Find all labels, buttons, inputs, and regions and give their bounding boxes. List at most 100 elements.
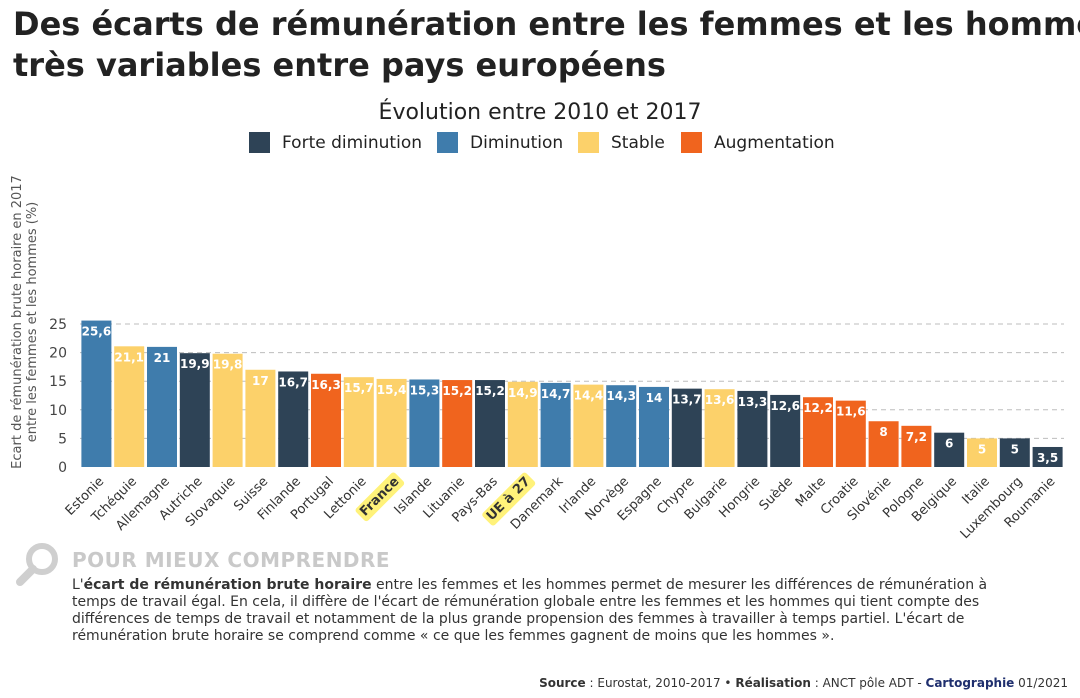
value-label-15: 14,7 xyxy=(541,387,571,401)
value-label-28: 5 xyxy=(978,442,986,456)
bar-20 xyxy=(704,389,735,467)
value-label-8: 16,3 xyxy=(311,378,341,392)
y-tick-label-10: 10 xyxy=(49,403,67,419)
bar-25 xyxy=(868,421,899,467)
explanation-text-start: L' xyxy=(72,577,84,593)
value-label-24: 11,6 xyxy=(836,405,866,419)
magnifier-icon xyxy=(16,543,58,586)
bar-chart: Évolution entre 2010 et 2017 Forte dimin… xyxy=(10,99,1064,542)
value-label-21: 13,3 xyxy=(738,395,768,409)
value-label-20: 13,6 xyxy=(705,393,735,407)
value-label-23: 12,2 xyxy=(803,401,833,415)
source-label: Source xyxy=(539,676,586,690)
y-tick-label-15: 15 xyxy=(49,374,67,390)
y-tick-label-5: 5 xyxy=(58,431,67,447)
legend-label-dim: Diminution xyxy=(470,133,563,153)
value-label-25: 8 xyxy=(879,425,887,439)
legend-label-forte: Forte diminution xyxy=(282,133,422,153)
y-tick-label-0: 0 xyxy=(58,460,67,476)
value-label-14: 14,9 xyxy=(508,386,538,400)
value-label-5: 19,8 xyxy=(213,358,243,372)
value-label-17: 14,3 xyxy=(606,389,636,403)
bar-value-labels: 25,621,1 21 19,9 19,8 17 16,7 16,3 15,7 15,4 15,3… xyxy=(82,325,1059,465)
bar-12 xyxy=(442,380,473,467)
value-label-4: 19,9 xyxy=(180,357,210,371)
bar-13 xyxy=(475,380,505,467)
bar-14 xyxy=(507,381,538,467)
value-label-22: 12,6 xyxy=(770,399,800,413)
value-label-26: 7,2 xyxy=(906,430,927,444)
source-text: : Eurostat, 2010-2017 • xyxy=(585,676,736,690)
chart-gridlines xyxy=(80,323,1064,439)
value-label-30: 3,5 xyxy=(1037,451,1058,465)
bar-24 xyxy=(835,400,866,467)
cartographie-label: Cartographie xyxy=(925,676,1015,690)
bar-21 xyxy=(737,390,768,467)
realisation-text: : ANCT pôle ADT - xyxy=(810,676,926,690)
bar-27 xyxy=(934,432,965,467)
y-axis-title-line-1: Ecart de rémunération brute horaire en 2… xyxy=(10,175,25,469)
bar-23 xyxy=(803,397,833,467)
value-label-3: 21 xyxy=(154,351,171,365)
chart-legend: Forte diminution Diminution Stable Augmenta… xyxy=(249,132,835,153)
explanation-text-rest: entre les femmes et les hommes permet de… xyxy=(72,577,988,644)
bar-11 xyxy=(409,379,440,467)
bar-7 xyxy=(278,371,309,467)
x-label-highlight-10 xyxy=(355,472,405,522)
page-title-line-2: très variables entre pays européens xyxy=(13,46,666,84)
value-label-9: 15,7 xyxy=(344,381,374,395)
y-tick-label-20: 20 xyxy=(49,346,67,362)
bar-28 xyxy=(967,438,997,467)
value-label-11: 15,3 xyxy=(410,383,440,397)
bar-16 xyxy=(573,384,604,467)
value-label-10: 15,4 xyxy=(377,383,407,397)
page-title: Des écarts de rémunération entre les fem… xyxy=(13,4,1080,86)
legend-swatch-forte xyxy=(249,132,270,153)
value-label-29: 5 xyxy=(1011,442,1019,456)
legend-label-aug: Augmentation xyxy=(714,133,835,153)
bar-9 xyxy=(343,377,374,467)
bar-2 xyxy=(114,346,145,467)
explanation-bold-term: écart de rémunération brute horaire xyxy=(83,577,372,593)
explanation-text: L'écart de rémunération brute horaire en… xyxy=(72,577,1032,645)
value-label-18: 14 xyxy=(646,391,663,405)
value-label-13: 15,2 xyxy=(475,384,505,398)
bar-18 xyxy=(639,386,669,467)
bar-1 xyxy=(81,320,112,467)
value-label-16: 14,4 xyxy=(574,389,604,403)
bar-4 xyxy=(179,353,210,467)
legend-swatch-dim xyxy=(437,132,458,153)
legend-swatch-stable xyxy=(578,132,599,153)
chart-bars xyxy=(81,320,1063,467)
value-label-1: 25,6 xyxy=(82,325,112,339)
y-axis-title: Ecart de rémunération brute horaire en 2… xyxy=(10,175,40,469)
source-footer: Source : Eurostat, 2010-2017 • Réalisati… xyxy=(539,676,1068,690)
chart-title: Évolution entre 2010 et 2017 xyxy=(379,99,702,125)
explanation-heading: POUR MIEUX COMPRENDRE xyxy=(72,548,391,572)
bar-30 xyxy=(1032,446,1063,467)
bar-19 xyxy=(671,388,702,467)
x-axis-labels: EstonieTchéquieAllemagneAutricheSlovaqui… xyxy=(63,472,1058,542)
bar-15 xyxy=(540,382,571,467)
bar-6 xyxy=(245,369,276,467)
value-label-6: 17 xyxy=(252,374,269,388)
value-label-19: 13,7 xyxy=(672,393,702,407)
value-label-2: 21,1 xyxy=(114,350,144,364)
legend-label-stable: Stable xyxy=(611,133,665,153)
bar-8 xyxy=(311,373,341,467)
bar-5 xyxy=(212,353,243,467)
date-text: 01/2021 xyxy=(1014,676,1068,690)
bar-3 xyxy=(147,346,177,467)
value-label-7: 16,7 xyxy=(278,375,308,389)
x-label-group-22: Suède xyxy=(757,474,796,513)
bar-29 xyxy=(999,438,1030,467)
value-label-12: 15,2 xyxy=(442,384,472,398)
y-tick-label-25: 25 xyxy=(49,317,67,333)
y-axis-ticks: 0 5 10 15 20 25 xyxy=(49,317,67,476)
x-label-highlight-14 xyxy=(482,472,536,526)
realisation-label: Réalisation xyxy=(735,676,811,690)
value-label-27: 6 xyxy=(945,437,953,451)
bar-17 xyxy=(606,385,637,467)
legend-swatch-aug xyxy=(681,132,702,153)
bar-26 xyxy=(901,425,932,467)
